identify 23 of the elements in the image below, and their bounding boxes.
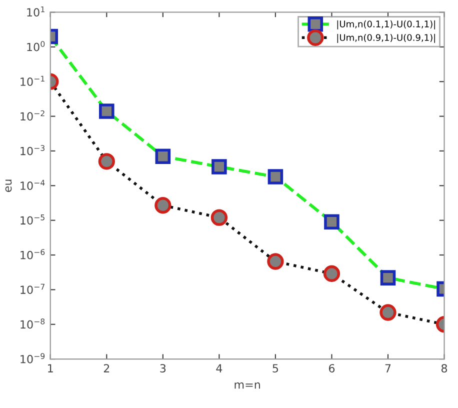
y-tick-label: 10$^{0}$: [27, 41, 45, 52]
y-tick-label: 10$^{−3}$: [20, 145, 44, 156]
y-tick-label: 10$^{−5}$: [20, 214, 44, 225]
y-axis-title: eu: [5, 180, 12, 192]
x-tick-label: 6: [328, 364, 335, 372]
y-tick-label: 10$^{−7}$: [20, 284, 44, 294]
x-tick-label: 8: [441, 364, 448, 372]
x-tick-label: 7: [385, 364, 391, 372]
x-tick-label: 5: [272, 364, 278, 372]
y-tick-label: 10$^{−2}$: [20, 110, 44, 121]
y-tick-label: 10$^{1}$: [27, 6, 44, 17]
y-tick-label: 10$^{−4}$: [20, 180, 45, 190]
x-tick-label: 1: [48, 364, 53, 372]
y-tick-label: 10$^{−8}$: [20, 318, 45, 329]
legend-label: |Um,n(0.1,1)-U(0.1,1)|: [337, 20, 435, 30]
x-tick-label: 2: [104, 364, 110, 372]
x-tick-label: 4: [216, 364, 222, 372]
y-tick-label: 10$^{−1}$: [20, 76, 44, 86]
x-tick-label: 3: [160, 364, 166, 372]
y-tick-label: 10$^{−9}$: [20, 353, 45, 364]
x-axis-title: m=n: [234, 382, 260, 389]
y-tick-label: 10$^{−6}$: [20, 249, 45, 260]
legend-label: |Um,n(0.9,1)-U(0.9,1)|: [337, 34, 435, 43]
